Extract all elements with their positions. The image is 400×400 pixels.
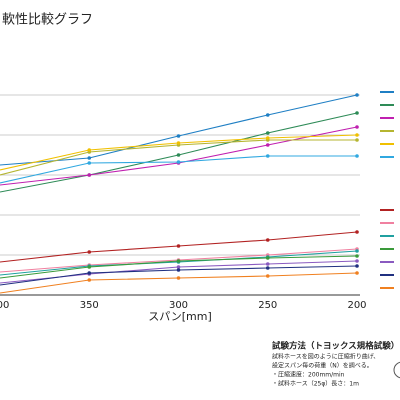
data-point xyxy=(87,148,92,152)
data-point xyxy=(87,161,92,165)
method-note: 試験方法（トヨックス規格試験） 試料ホースを図のように圧縮折り曲げ、 設定スパン… xyxy=(272,341,399,388)
data-point xyxy=(355,249,359,253)
data-point xyxy=(176,160,181,164)
data-point xyxy=(87,173,92,177)
method-line: ・試料ホース（25φ）長さ：1m xyxy=(272,380,359,388)
data-point xyxy=(355,259,359,263)
x-axis-label: スパン[mm] xyxy=(148,310,212,323)
data-point xyxy=(265,262,270,266)
data-point xyxy=(355,154,359,158)
x-tick-label: 00 xyxy=(0,300,9,311)
x-tick-label: 300 xyxy=(169,300,188,311)
method-title: 試験方法（トヨックス規格試験） xyxy=(272,341,399,352)
data-point xyxy=(176,134,181,138)
series-line xyxy=(0,112,358,193)
diagram-icon xyxy=(393,361,400,379)
data-point xyxy=(176,268,181,272)
data-point xyxy=(355,230,359,234)
x-tick-label: 350 xyxy=(80,300,99,311)
data-point xyxy=(355,264,359,268)
data-point xyxy=(355,254,359,258)
data-point xyxy=(265,143,270,147)
method-line: ・圧縮速度：200mm/min xyxy=(272,371,345,379)
data-point xyxy=(265,136,270,140)
data-point xyxy=(265,274,270,278)
data-point xyxy=(87,250,92,254)
data-point xyxy=(176,276,181,280)
data-point xyxy=(176,244,181,248)
data-point xyxy=(176,265,181,269)
method-line: 設定スパン毎の荷重（N）を調べる。 xyxy=(272,362,373,370)
data-point xyxy=(265,256,270,260)
data-point xyxy=(355,138,359,142)
method-line: 試料ホースを図のように圧縮折り曲げ、 xyxy=(272,353,379,361)
data-point xyxy=(355,93,359,97)
data-point xyxy=(87,271,92,275)
data-point xyxy=(265,238,270,242)
data-point xyxy=(265,131,270,135)
series-line xyxy=(0,272,358,294)
chart-title: 軟性比較グラフ xyxy=(2,12,93,28)
data-point xyxy=(176,141,181,145)
data-point xyxy=(355,111,359,115)
data-point xyxy=(355,133,359,137)
data-point xyxy=(265,113,270,117)
x-tick-label: 200 xyxy=(347,300,366,311)
x-tick-label: 250 xyxy=(258,300,277,311)
data-point xyxy=(87,156,92,160)
data-point xyxy=(87,265,92,269)
data-point xyxy=(265,266,270,270)
data-point xyxy=(176,153,181,157)
data-point xyxy=(265,154,270,158)
data-point xyxy=(176,259,181,263)
data-point xyxy=(355,271,359,275)
data-point xyxy=(87,278,92,282)
data-point xyxy=(355,125,359,129)
